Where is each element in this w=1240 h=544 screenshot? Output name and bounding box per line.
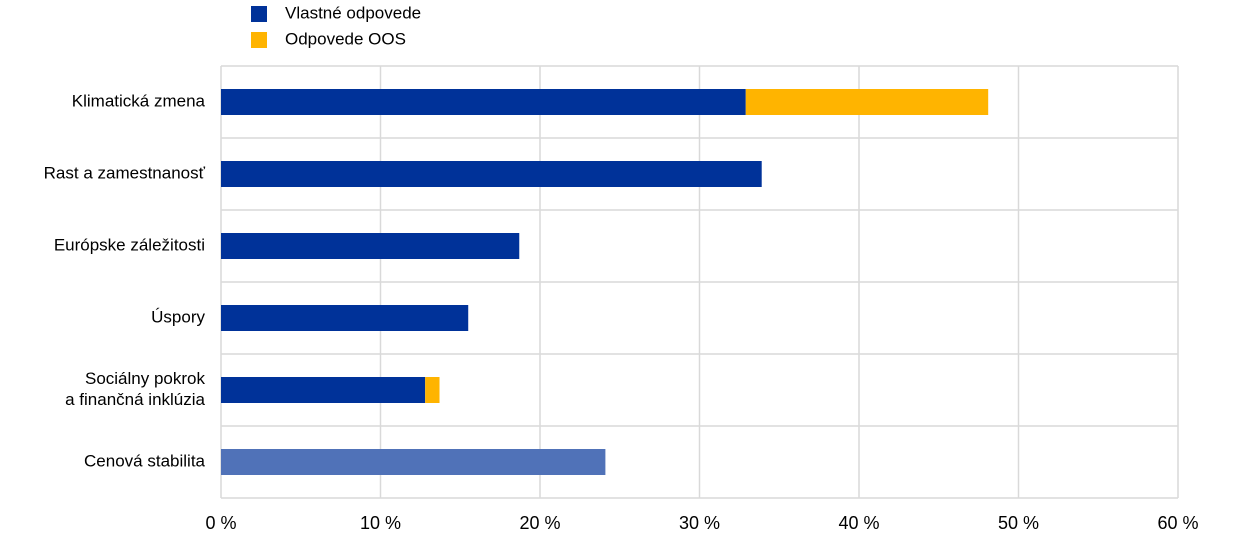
y-tick-label: Európske záležitosti [54, 235, 205, 254]
bar [221, 89, 746, 115]
bar [425, 377, 440, 403]
legend-swatch [251, 32, 267, 48]
x-tick-label: 30 % [679, 513, 720, 533]
y-tick-label: Cenová stabilita [84, 451, 206, 470]
y-tick-label: Sociálny pokrok [85, 369, 206, 388]
x-tick-label: 40 % [838, 513, 879, 533]
x-tick-label: 0 % [205, 513, 236, 533]
y-tick-label: Úspory [151, 307, 205, 326]
bar [221, 449, 606, 475]
bar [221, 161, 762, 187]
y-tick-label: a finančná inklúzia [65, 390, 205, 409]
bar [745, 89, 989, 115]
x-tick-label: 20 % [519, 513, 560, 533]
x-tick-label: 10 % [360, 513, 401, 533]
y-tick-label: Rast a zamestnanosť [44, 163, 206, 182]
bar [221, 305, 469, 331]
legend-swatch [251, 6, 267, 22]
bar [221, 377, 426, 403]
legend-label: Vlastné odpovede [285, 3, 421, 22]
bar [221, 233, 520, 259]
x-tick-label: 60 % [1157, 513, 1198, 533]
y-tick-label: Klimatická zmena [72, 91, 206, 110]
legend-label: Odpovede OOS [285, 29, 406, 48]
x-tick-label: 50 % [998, 513, 1039, 533]
